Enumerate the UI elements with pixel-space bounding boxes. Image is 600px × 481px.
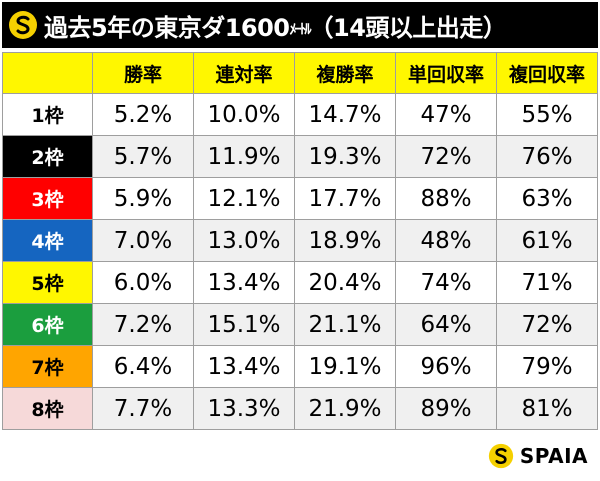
value-cell: 89% [395, 387, 497, 430]
title-condition: （14頭以上出走） [309, 13, 507, 42]
value-cell: 21.9% [294, 387, 396, 430]
value-cell: 20.4% [294, 261, 396, 304]
value-cell: 74% [395, 261, 497, 304]
header-cell-quinella-rate: 連対率 [193, 52, 295, 94]
value-cell: 7.0% [92, 219, 194, 262]
gate-cell: 7枠 [2, 345, 93, 388]
table-row: 1枠 5.2% 10.0% 14.7% 47% 55% [2, 93, 598, 136]
spaia-logo-icon [9, 11, 37, 39]
spaia-logo-icon [488, 443, 514, 469]
value-cell: 12.1% [193, 177, 295, 220]
gate-cell: 8枠 [2, 387, 93, 430]
gate-cell: 2枠 [2, 135, 93, 178]
value-cell: 71% [496, 261, 598, 304]
value-cell: 88% [395, 177, 497, 220]
gate-cell: 6枠 [2, 303, 93, 346]
value-cell: 76% [496, 135, 598, 178]
value-cell: 6.0% [92, 261, 194, 304]
value-cell: 19.3% [294, 135, 396, 178]
value-cell: 21.1% [294, 303, 396, 346]
table-row: 6枠 7.2% 15.1% 21.1% 64% 72% [2, 303, 598, 346]
value-cell: 13.4% [193, 261, 295, 304]
title-bar: 過去5年の東京ダ1600ﾒｰﾄﾙ（14頭以上出走） [2, 2, 598, 48]
value-cell: 7.7% [92, 387, 194, 430]
value-cell: 6.4% [92, 345, 194, 388]
value-cell: 17.7% [294, 177, 396, 220]
table-row: 2枠 5.7% 11.9% 19.3% 72% 76% [2, 135, 598, 178]
brand-name: SPAIA [519, 444, 588, 468]
value-cell: 63% [496, 177, 598, 220]
value-cell: 47% [395, 93, 497, 136]
value-cell: 18.9% [294, 219, 396, 262]
value-cell: 96% [395, 345, 497, 388]
value-cell: 79% [496, 345, 598, 388]
value-cell: 64% [395, 303, 497, 346]
value-cell: 5.2% [92, 93, 194, 136]
gate-cell: 3枠 [2, 177, 93, 220]
value-cell: 11.9% [193, 135, 295, 178]
table-row: 7枠 6.4% 13.4% 19.1% 96% 79% [2, 345, 598, 388]
table-row: 3枠 5.9% 12.1% 17.7% 88% 63% [2, 177, 598, 220]
header-cell-place-rate: 複勝率 [294, 52, 396, 94]
gate-cell: 1枠 [2, 93, 93, 136]
value-cell: 5.7% [92, 135, 194, 178]
value-cell: 13.0% [193, 219, 295, 262]
header-cell-gate [2, 52, 93, 94]
gate-cell: 5枠 [2, 261, 93, 304]
header-cell-place-return: 複回収率 [496, 52, 598, 94]
table-row: 8枠 7.7% 13.3% 21.9% 89% 81% [2, 387, 598, 430]
header-row: 勝率 連対率 複勝率 単回収率 複回収率 [2, 52, 598, 94]
value-cell: 7.2% [92, 303, 194, 346]
value-cell: 72% [395, 135, 497, 178]
brand: SPAIA [488, 441, 588, 471]
header-cell-win-return: 単回収率 [395, 52, 497, 94]
page-title: 過去5年の東京ダ1600ﾒｰﾄﾙ（14頭以上出走） [44, 13, 507, 42]
value-cell: 13.3% [193, 387, 295, 430]
value-cell: 61% [496, 219, 598, 262]
value-cell: 5.9% [92, 177, 194, 220]
value-cell: 48% [395, 219, 497, 262]
gate-cell: 4枠 [2, 219, 93, 262]
stats-table: 勝率 連対率 複勝率 単回収率 複回収率 1枠 5.2% 10.0% 14.7% 47%… [2, 52, 598, 430]
value-cell: 81% [496, 387, 598, 430]
value-cell: 19.1% [294, 345, 396, 388]
table-row: 5枠 6.0% 13.4% 20.4% 74% 71% [2, 261, 598, 304]
title-unit: ﾒｰﾄﾙ [289, 21, 312, 38]
header-cell-win-rate: 勝率 [92, 52, 194, 94]
value-cell: 13.4% [193, 345, 295, 388]
table-row: 4枠 7.0% 13.0% 18.9% 48% 61% [2, 219, 598, 262]
value-cell: 15.1% [193, 303, 295, 346]
value-cell: 14.7% [294, 93, 396, 136]
value-cell: 10.0% [193, 93, 295, 136]
value-cell: 55% [496, 93, 598, 136]
value-cell: 72% [496, 303, 598, 346]
